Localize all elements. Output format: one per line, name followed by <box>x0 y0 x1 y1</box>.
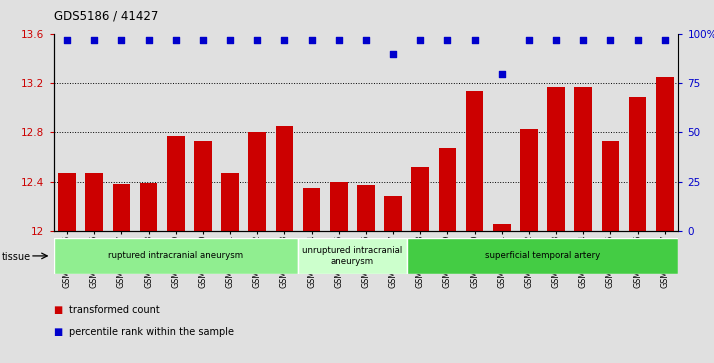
Text: percentile rank within the sample: percentile rank within the sample <box>69 327 234 337</box>
Bar <box>357 185 375 231</box>
Bar <box>248 132 266 231</box>
Bar <box>113 184 130 231</box>
Bar <box>602 141 619 231</box>
Point <box>496 71 508 77</box>
Bar <box>574 87 592 231</box>
Text: unruptured intracranial
aneurysm: unruptured intracranial aneurysm <box>302 246 403 266</box>
Bar <box>330 182 348 231</box>
Text: transformed count: transformed count <box>69 305 160 315</box>
Point <box>361 37 372 43</box>
Text: superficial temporal artery: superficial temporal artery <box>485 252 600 260</box>
Bar <box>407 238 678 274</box>
Bar <box>466 91 483 231</box>
Point <box>170 37 181 43</box>
Bar <box>520 129 538 231</box>
Bar <box>221 173 239 231</box>
Point <box>61 37 73 43</box>
Bar <box>493 224 511 231</box>
Bar <box>140 183 158 231</box>
Text: GDS5186 / 41427: GDS5186 / 41427 <box>54 9 158 22</box>
Point <box>550 37 562 43</box>
Text: tissue: tissue <box>2 252 31 262</box>
Bar <box>298 238 407 274</box>
Bar <box>629 97 646 231</box>
Bar <box>384 196 402 231</box>
Bar <box>547 87 565 231</box>
Point <box>442 37 453 43</box>
Point <box>659 37 670 43</box>
Bar <box>54 238 298 274</box>
Point <box>278 37 290 43</box>
Point <box>251 37 263 43</box>
Bar <box>303 188 321 231</box>
Point <box>578 37 589 43</box>
Point <box>116 37 127 43</box>
Bar <box>59 173 76 231</box>
Point <box>197 37 208 43</box>
Bar <box>194 141 212 231</box>
Point <box>306 37 317 43</box>
Point <box>224 37 236 43</box>
Bar <box>438 148 456 231</box>
Point <box>523 37 535 43</box>
Bar <box>86 173 103 231</box>
Bar <box>167 136 185 231</box>
Text: ■: ■ <box>54 305 63 315</box>
Bar <box>411 167 429 231</box>
Point <box>469 37 481 43</box>
Bar <box>656 77 673 231</box>
Bar <box>276 126 293 231</box>
Point <box>143 37 154 43</box>
Text: ruptured intracranial aneurysm: ruptured intracranial aneurysm <box>109 252 243 260</box>
Point <box>605 37 616 43</box>
Point <box>89 37 100 43</box>
Point <box>415 37 426 43</box>
Point <box>632 37 643 43</box>
Point <box>388 51 399 57</box>
Text: ■: ■ <box>54 327 63 337</box>
Point <box>333 37 344 43</box>
